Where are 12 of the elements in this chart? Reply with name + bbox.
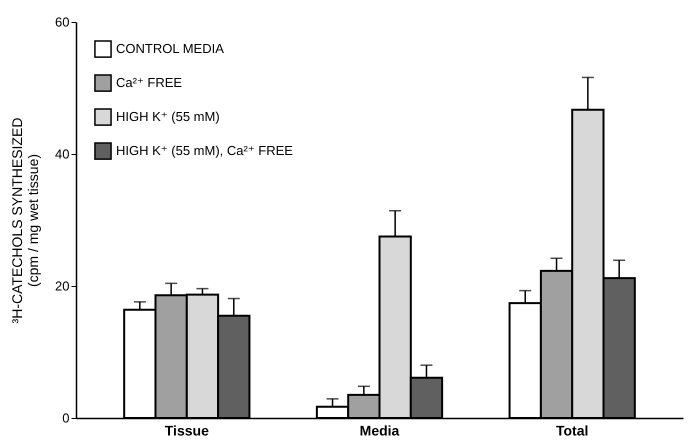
legend-label: CONTROL MEDIA bbox=[116, 41, 224, 56]
y-tick-label: 40 bbox=[55, 146, 70, 162]
y-axis-title: ³H-CATECHOLS SYNTHESIZED (cpm / mg wet tissue) bbox=[9, 118, 42, 324]
legend-label: HIGH K⁺ (55 mM) bbox=[116, 109, 220, 124]
legend-label: Ca²⁺ FREE bbox=[116, 75, 182, 90]
x-tick-label: Tissue bbox=[164, 422, 210, 438]
legend-label: HIGH K⁺ (55 mM), Ca²⁺ FREE bbox=[116, 143, 294, 158]
x-tick-label: Total bbox=[556, 422, 588, 438]
y-tick-label: 20 bbox=[55, 278, 70, 294]
y-tick-label: 0 bbox=[62, 410, 70, 426]
x-tick-label: Media bbox=[360, 422, 400, 438]
y-tick-label: 60 bbox=[55, 14, 70, 30]
